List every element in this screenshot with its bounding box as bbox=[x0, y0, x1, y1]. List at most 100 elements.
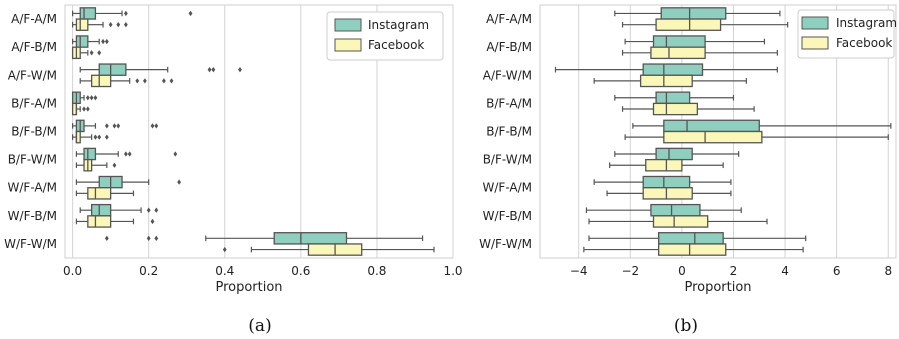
box-iqr bbox=[652, 215, 709, 228]
panel-b-category-label: A/F-B/M bbox=[486, 40, 532, 54]
box-iqr bbox=[90, 203, 112, 217]
box-iqr bbox=[75, 35, 89, 48]
panel-a-facebook-box bbox=[71, 46, 102, 60]
box-iqr bbox=[660, 7, 727, 20]
panel-b-facebook-box bbox=[588, 215, 768, 228]
panel-b-instagram-box bbox=[614, 7, 781, 20]
box-iqr bbox=[658, 243, 727, 256]
outlier-point bbox=[146, 235, 151, 241]
panel-b-legend-facebook-swatch bbox=[801, 36, 829, 50]
panel-a-tick-label: 0.0 bbox=[63, 264, 82, 278]
box-iqr bbox=[663, 130, 763, 144]
panel-a-facebook-box bbox=[75, 215, 155, 228]
outlier-point bbox=[116, 123, 121, 129]
panel-a-tick-labels: 0.0 0.2 0.4 0.6 0.8 1.0 bbox=[63, 264, 462, 278]
box-iqr bbox=[79, 7, 97, 20]
outlier-point bbox=[142, 78, 147, 84]
panel-b-legend-instagram-swatch bbox=[801, 16, 829, 30]
box-iqr bbox=[652, 35, 706, 48]
box-iqr bbox=[658, 232, 724, 245]
panel-a-facebook-box bbox=[75, 158, 117, 172]
panel-b-category-label: B/F-B/M bbox=[486, 125, 532, 139]
box-iqr bbox=[655, 147, 693, 161]
box-iqr bbox=[642, 187, 693, 200]
panel-b-tick-label: 0 bbox=[678, 264, 686, 278]
outlier-point bbox=[207, 66, 212, 73]
panel-b-facebook-box bbox=[621, 46, 778, 60]
outlier-point bbox=[154, 207, 159, 213]
outlier-point bbox=[127, 151, 132, 157]
panel-b-tick-label: 2 bbox=[730, 264, 738, 278]
outlier-point bbox=[188, 10, 193, 17]
panel-a-category-label: W/F-W/M bbox=[4, 237, 57, 251]
panel-a-legend-instagram-label: Instagram bbox=[368, 18, 429, 32]
panel-a-instagram-box bbox=[75, 147, 178, 161]
panel-b-tick-label: 8 bbox=[884, 264, 892, 278]
outlier-point bbox=[123, 10, 128, 17]
panel-a-instagram-box bbox=[79, 63, 242, 76]
box-iqr bbox=[87, 187, 112, 200]
outlier-point bbox=[85, 106, 90, 112]
outlier-point bbox=[97, 50, 102, 56]
panel-a-facebook-box bbox=[71, 102, 90, 116]
box-iqr bbox=[83, 147, 97, 161]
panel-b-tick-label: −4 bbox=[570, 264, 588, 278]
panel-b-facebook-box bbox=[593, 74, 747, 88]
outlier-point bbox=[169, 78, 174, 84]
panel-b-tick-label: −2 bbox=[621, 264, 639, 278]
panel-a-caption: (a) bbox=[248, 316, 271, 336]
panel-a-xlabel: Proportion bbox=[215, 280, 282, 295]
panel-a-facebook-box bbox=[75, 187, 135, 200]
panel-b-facebook-box bbox=[606, 187, 732, 200]
panel-a-category-label: W/F-A/M bbox=[8, 181, 57, 195]
outlier-point bbox=[93, 95, 98, 101]
panel-a-facebook-box bbox=[79, 74, 174, 88]
box-iqr bbox=[75, 18, 89, 31]
panel-a-instagram-box bbox=[72, 7, 193, 20]
panel-a-tick-label: 0.2 bbox=[139, 264, 158, 278]
panel-b-category-labels: A/F-A/M A/F-B/M A/F-W/M B/F-A/M B/F-B/M B/F-W… bbox=[479, 12, 532, 251]
panel-a-instagram-box bbox=[71, 91, 98, 105]
box-iqr bbox=[639, 74, 693, 88]
panel-b-legend: Instagram Facebook bbox=[797, 9, 897, 59]
panel-a-category-labels: A/F-A/M A/F-B/M A/F-W/M B/F-A/M B/F-B/M B/F-W… bbox=[4, 12, 57, 251]
outlier-point bbox=[135, 78, 140, 84]
panel-a: A/F-A/M A/F-B/M A/F-W/M B/F-A/M B/F-B/M B/F-W… bbox=[4, 4, 463, 336]
panel-a-category-label: B/F-B/M bbox=[11, 125, 57, 139]
panel-b-facebook-box bbox=[609, 158, 724, 172]
panel-b-category-label: W/F-W/M bbox=[479, 237, 532, 251]
panel-a-category-label: A/F-W/M bbox=[8, 68, 57, 82]
box-iqr bbox=[663, 119, 760, 133]
panel-b-instagram-box bbox=[588, 232, 807, 245]
panel-b-category-label: B/F-W/M bbox=[483, 153, 532, 167]
outlier-point bbox=[101, 38, 105, 45]
box-iqr bbox=[87, 215, 112, 228]
panel-a-instagram-box bbox=[72, 35, 109, 48]
panel-b-boxes bbox=[554, 7, 892, 256]
box-iqr bbox=[650, 46, 706, 60]
outlier-point bbox=[154, 123, 159, 129]
outlier-point bbox=[150, 218, 155, 225]
panel-b-tick-labels: −4 −2 0 2 4 6 8 bbox=[570, 264, 892, 278]
panel-a-category-label: A/F-B/M bbox=[11, 40, 57, 54]
outlier-point bbox=[89, 95, 94, 101]
outlier-point bbox=[146, 207, 151, 213]
panel-b-instagram-box bbox=[614, 147, 740, 161]
outlier-point bbox=[154, 235, 159, 241]
box-iqr bbox=[655, 18, 722, 31]
outlier-point bbox=[211, 66, 216, 73]
outlier-point bbox=[162, 78, 166, 84]
outlier-point bbox=[89, 50, 94, 56]
panel-b-category-label: B/F-A/M bbox=[486, 96, 532, 110]
panel-b-caption: (b) bbox=[674, 316, 698, 336]
panel-b-category-label: A/F-A/M bbox=[486, 12, 532, 26]
panel-a-legend: Instagram Facebook bbox=[326, 11, 444, 61]
box-iqr bbox=[642, 63, 704, 76]
outlier-point bbox=[85, 95, 90, 101]
outlier-point bbox=[150, 123, 155, 129]
outlier-point bbox=[173, 151, 178, 157]
box-iqr bbox=[273, 232, 348, 245]
outlier-point bbox=[112, 123, 117, 129]
outlier-point bbox=[123, 151, 128, 157]
panel-b-category-label: W/F-B/M bbox=[483, 209, 532, 223]
